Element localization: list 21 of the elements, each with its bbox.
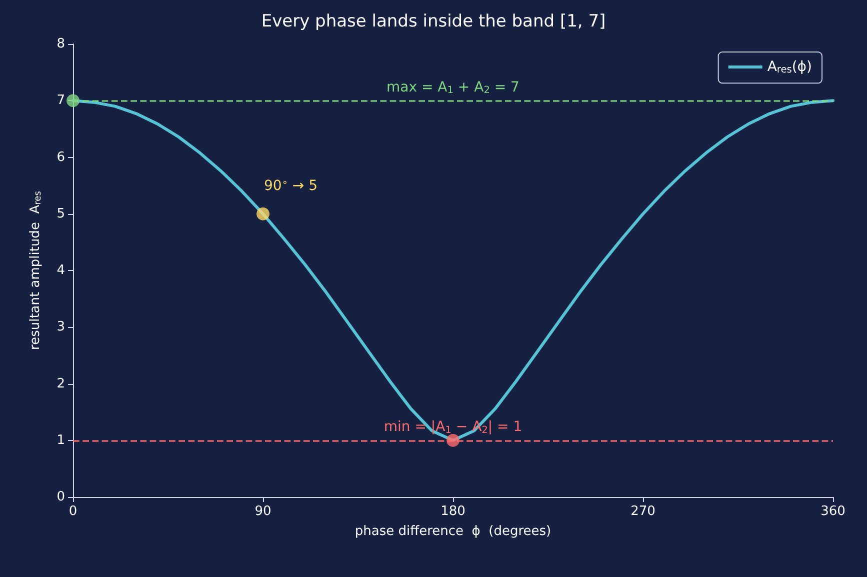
x-tick-label: 90 xyxy=(254,504,272,519)
y-tick-label: 7 xyxy=(56,93,65,108)
point xyxy=(446,434,460,447)
x-tick-label: 360 xyxy=(820,504,846,519)
chart-title: Every phase lands inside the band [1, 7] xyxy=(261,12,606,32)
y-tick-label: 8 xyxy=(56,36,65,52)
y-tick-label: 0 xyxy=(56,490,65,504)
y-tick-label: 5 xyxy=(56,206,65,222)
x-tick-label: 270 xyxy=(630,504,656,519)
x-axis-title: phase difference ϕ (degrees) xyxy=(354,524,552,539)
x-tick-label: 0 xyxy=(68,504,78,519)
annotation: 90∘ → 5 xyxy=(264,177,318,194)
y-tick-label: 6 xyxy=(56,150,65,165)
point xyxy=(66,94,80,108)
point xyxy=(256,207,270,220)
y-axis-title: resultant amplitude Ares xyxy=(28,190,44,350)
y-tick-label: 4 xyxy=(56,263,65,278)
y-tick-label: 1 xyxy=(56,432,65,448)
x-tick-label: 180 xyxy=(440,504,466,519)
y-tick-label: 3 xyxy=(56,320,65,335)
y-tick-label: 2 xyxy=(56,376,65,392)
